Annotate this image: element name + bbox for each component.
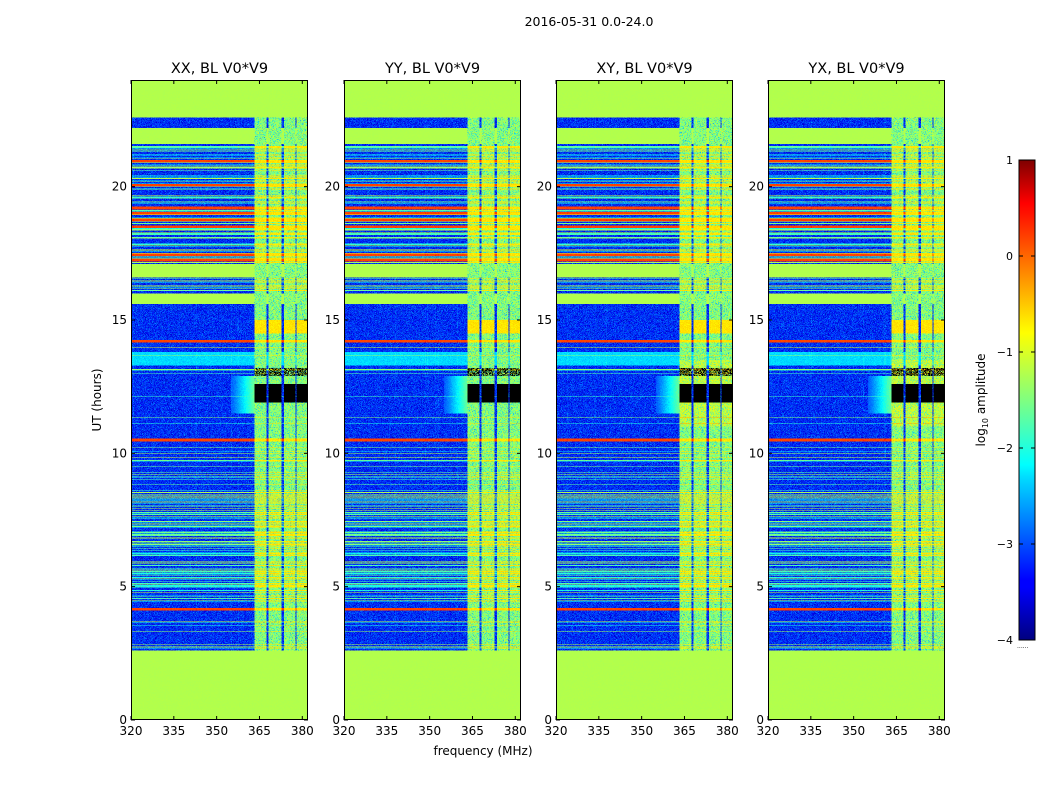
- panel-3: XY, BL V0*V9 320 335 350 365 380 0 5 10 15 20: [537, 61, 739, 738]
- colorbar-tick-label: −1: [997, 346, 1013, 359]
- panel-2: YY, BL V0*V9 320 335 350 365 380 0 5 10 15 20: [325, 61, 527, 738]
- x-tick-label: 365: [248, 724, 271, 738]
- colorbar-ticks: 1 0 −1 −2 −3 −4: [997, 154, 1035, 647]
- y-tick-label: 15: [112, 313, 127, 327]
- heatmap-image: [768, 80, 945, 720]
- y-tick-label: 0: [119, 713, 127, 727]
- y-tick-label: 15: [325, 313, 340, 327]
- panel-frame: [344, 80, 521, 720]
- x-tick-label: 380: [928, 724, 951, 738]
- panel-frame: [768, 80, 945, 720]
- y-tick-label: 0: [756, 713, 764, 727]
- y-tick-label: 10: [537, 446, 552, 460]
- y-tick-label: 10: [749, 446, 764, 460]
- y-tick-label: 20: [537, 180, 552, 194]
- y-tick-label: 10: [112, 446, 127, 460]
- heatmap-image: [344, 80, 521, 720]
- x-tick-label: 320: [545, 724, 568, 738]
- colorbar-tick-label: −2: [997, 442, 1013, 455]
- x-tick-label: 365: [461, 724, 484, 738]
- colorbar-label: log10 amplitude: [974, 354, 990, 447]
- x-tick-label: 380: [504, 724, 527, 738]
- x-tick-label: 320: [757, 724, 780, 738]
- y-tick-label: 20: [749, 180, 764, 194]
- panel-frame: [556, 80, 733, 720]
- x-tick-label: 335: [162, 724, 185, 738]
- panel-title: YY, BL V0*V9: [384, 61, 480, 77]
- x-tick-label: 320: [333, 724, 356, 738]
- panel-title: XY, BL V0*V9: [596, 61, 692, 77]
- panel-1: XX, BL V0*V9 320 335 350 365 380 0 5 10 15 20: [112, 61, 314, 738]
- x-tick-label: 365: [885, 724, 908, 738]
- x-tick-label: 350: [418, 724, 441, 738]
- panel-title: YX, BL V0*V9: [807, 61, 904, 77]
- heatmap-image: [131, 80, 308, 720]
- panel-frame: [131, 80, 308, 720]
- x-tick-label: 350: [205, 724, 228, 738]
- y-tick-label: 20: [325, 180, 340, 194]
- colorbar-tick-label: −4: [997, 634, 1013, 647]
- y-tick-label: 15: [749, 313, 764, 327]
- y-tick-label: 15: [537, 313, 552, 327]
- x-tick-label: 365: [673, 724, 696, 738]
- figure-title: 2016-05-31 0.0-24.0: [525, 14, 654, 29]
- panel-title: XX, BL V0*V9: [171, 61, 268, 77]
- y-tick-label: 5: [756, 580, 764, 594]
- heatmap-image: [556, 80, 733, 720]
- panel-4: YX, BL V0*V9 320 335 350 365 380 0 5 10 15 20: [749, 61, 951, 738]
- x-tick-label: 350: [630, 724, 653, 738]
- x-tick-label: 335: [375, 724, 398, 738]
- x-tick-label: 320: [120, 724, 143, 738]
- colorbar-tick-label: −3: [997, 538, 1013, 551]
- colorbar-tick-label: 0: [1006, 250, 1013, 263]
- y-axis-label: UT (hours): [90, 368, 104, 431]
- y-tick-label: 5: [119, 580, 127, 594]
- x-tick-label: 380: [716, 724, 739, 738]
- y-tick-label: 5: [544, 580, 552, 594]
- x-axis-label: frequency (MHz): [433, 744, 532, 758]
- y-tick-label: 5: [332, 580, 340, 594]
- colorbar-tick-label: 1: [1006, 154, 1013, 167]
- x-tick-label: 350: [842, 724, 865, 738]
- x-tick-label: 380: [291, 724, 314, 738]
- colorbar: log10 amplitude ...... 1 0 −1 −2 −3 −4: [974, 154, 1036, 650]
- colorbar-footnote: ......: [1017, 643, 1029, 650]
- x-tick-label: 335: [587, 724, 610, 738]
- x-tick-label: 335: [799, 724, 822, 738]
- y-tick-label: 0: [332, 713, 340, 727]
- colorbar-gradient: [1018, 159, 1036, 641]
- y-tick-label: 20: [112, 180, 127, 194]
- y-tick-label: 0: [544, 713, 552, 727]
- y-tick-label: 10: [325, 446, 340, 460]
